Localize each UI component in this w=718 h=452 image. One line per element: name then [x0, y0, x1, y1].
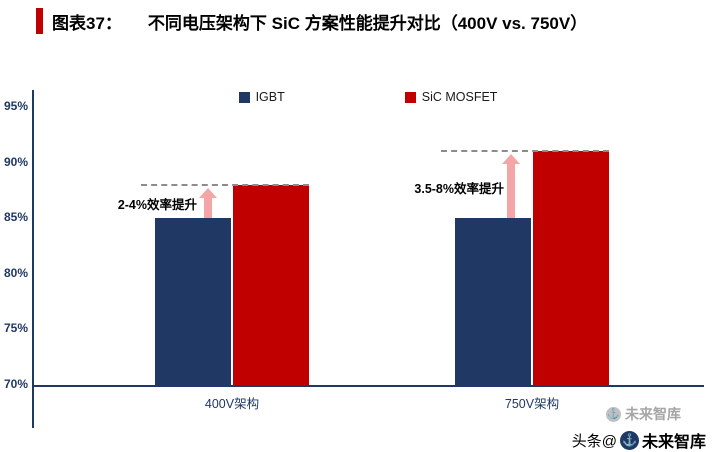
figure-number: 图表37： — [52, 13, 122, 33]
arrow-head-icon — [502, 154, 520, 165]
watermark-anchor-icon: ⚓ — [619, 430, 639, 450]
target-dashed-line — [441, 150, 609, 153]
arrow-shaft — [507, 164, 515, 219]
y-axis-tick-label: 75% — [3, 321, 28, 336]
figure-title-row: 图表37： 不同电压架构下 SiC 方案性能提升对比（400V vs. 750V… — [36, 8, 587, 34]
watermark-inline-text: 未来智库 — [625, 406, 681, 422]
bar-igbt-group-0 — [155, 218, 231, 385]
arrow-head-icon — [199, 187, 217, 198]
legend-swatch-sic-mosfet — [404, 91, 416, 103]
target-dashed-line — [141, 183, 309, 186]
bar-igbt-group-1 — [455, 218, 531, 385]
y-axis-tick-label: 80% — [3, 265, 28, 280]
watermark-footer: 头条@ ⚓ 未来智库 — [572, 428, 706, 452]
legend-label-igbt: IGBT — [255, 90, 285, 104]
watermark-footer-prefix: 头条@ — [571, 432, 617, 450]
watermark-anchor-icon-small: ⚓ — [606, 406, 621, 422]
x-axis-line — [32, 385, 704, 387]
chart-legend: IGBT SiC MOSFET — [32, 90, 704, 104]
y-axis-tick-label: 70% — [3, 377, 28, 391]
y-axis-line — [32, 90, 34, 428]
y-axis-tick-label: 90% — [3, 154, 28, 169]
legend-swatch-igbt — [238, 91, 250, 103]
legend-item-igbt: IGBT — [238, 90, 285, 104]
legend-item-sic-mosfet: SiC MOSFET — [404, 90, 498, 104]
annotation-label: 3.5-8%效率提升 — [414, 182, 504, 196]
y-axis-tick-label: 95% — [3, 99, 28, 113]
x-axis-category-label: 400V架构 — [204, 397, 260, 411]
legend-label-sic-mosfet: SiC MOSFET — [421, 90, 498, 104]
annotation-label: 2-4%效率提升 — [117, 198, 197, 212]
x-axis-category-label: 750V架构 — [504, 397, 560, 411]
y-axis-tick-label: 85% — [3, 210, 28, 225]
title-accent-bar — [36, 8, 43, 34]
arrow-shaft — [204, 197, 212, 219]
improvement-arrow — [199, 187, 217, 219]
watermark-footer-name: 未来智库 — [641, 434, 706, 451]
watermark-inline: ⚓ 未来智库 — [606, 404, 681, 424]
figure-title: 不同电压架构下 SiC 方案性能提升对比（400V vs. 750V） — [147, 13, 588, 33]
bar-sic-mosfet-group-1 — [533, 151, 609, 385]
improvement-arrow — [502, 154, 520, 219]
bar-sic-mosfet-group-0 — [233, 184, 309, 385]
